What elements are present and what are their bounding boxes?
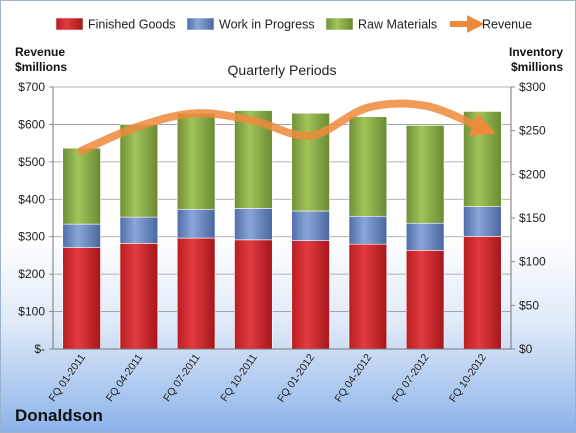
right-tick-label: $50 bbox=[519, 298, 539, 312]
right-axis-title: $millions bbox=[511, 60, 563, 74]
legend-swatch-work-in-progress bbox=[186, 17, 215, 31]
right-tick-label: $150 bbox=[519, 211, 546, 225]
left-axis-title: Revenue bbox=[15, 45, 65, 59]
bar-raw-materials bbox=[405, 125, 445, 224]
category-label: FQ 07-2012 bbox=[390, 352, 432, 405]
category-label: FQ 10-2012 bbox=[447, 352, 489, 405]
bar-finished-goods bbox=[119, 243, 159, 350]
category-label: FQ 07-2011 bbox=[161, 352, 203, 404]
right-tick-label: $250 bbox=[519, 124, 546, 138]
bar-work-in-progress bbox=[291, 210, 330, 242]
bar-finished-goods bbox=[291, 240, 330, 350]
bar-finished-goods bbox=[62, 247, 101, 350]
bar-finished-goods bbox=[348, 243, 388, 350]
legend-label: Raw Materials bbox=[358, 18, 437, 32]
category-label: FQ 10-2011 bbox=[218, 352, 260, 404]
bar-raw-materials bbox=[348, 116, 388, 217]
left-tick-label: $600 bbox=[18, 117, 45, 131]
bar-raw-materials bbox=[62, 147, 101, 225]
right-axis-title: Inventory bbox=[509, 45, 563, 59]
right-tick-label: $0 bbox=[519, 342, 533, 356]
category-label: FQ 04-2011 bbox=[104, 352, 146, 404]
left-tick-label: $500 bbox=[18, 155, 45, 169]
left-tick-label: $- bbox=[34, 342, 45, 356]
axis-labels: Quarterly PeriodsRevenue$millionsInvento… bbox=[15, 45, 563, 78]
left-tick-label: $400 bbox=[18, 192, 45, 206]
right-tick-label: $200 bbox=[519, 167, 546, 181]
bar-stacks bbox=[62, 110, 502, 350]
bar-work-in-progress bbox=[348, 215, 388, 245]
right-tick-label: $100 bbox=[519, 255, 546, 269]
right-tick-label: $300 bbox=[519, 80, 546, 94]
bar-raw-materials bbox=[119, 124, 159, 218]
left-tick-label: $700 bbox=[18, 80, 45, 94]
bar-finished-goods bbox=[234, 239, 273, 350]
bar-raw-materials bbox=[176, 112, 216, 210]
legend-swatch-raw-materials bbox=[325, 17, 354, 31]
chart-title: Quarterly Periods bbox=[228, 62, 337, 78]
legend-label: Revenue bbox=[482, 18, 532, 32]
left-tick-label: $300 bbox=[18, 230, 45, 244]
revenue-line-path bbox=[77, 99, 496, 155]
category-label: FQ 01-2012 bbox=[275, 352, 317, 405]
brand-label: Donaldson bbox=[15, 406, 103, 425]
bar-work-in-progress bbox=[405, 222, 445, 251]
bar-finished-goods bbox=[463, 236, 502, 350]
bar-work-in-progress bbox=[62, 223, 101, 248]
legend-swatch-finished-goods bbox=[55, 17, 84, 31]
legend-label: Finished Goods bbox=[88, 18, 176, 32]
bar-finished-goods bbox=[176, 237, 216, 350]
left-tick-label: $200 bbox=[18, 267, 45, 281]
category-label: FQ 04-2012 bbox=[332, 352, 374, 405]
bar-work-in-progress bbox=[463, 206, 502, 237]
category-label: FQ 01-2011 bbox=[47, 352, 89, 404]
bar-work-in-progress bbox=[119, 216, 159, 244]
bar-work-in-progress bbox=[234, 208, 273, 241]
bar-work-in-progress bbox=[176, 208, 216, 239]
bar-finished-goods bbox=[405, 250, 445, 350]
left-tick-label: $100 bbox=[18, 305, 45, 319]
legend-label: Work in Progress bbox=[219, 18, 315, 32]
legend: Finished Goods Work in Progress Raw Materi… bbox=[55, 15, 532, 33]
left-axis-title: $millions bbox=[15, 60, 67, 74]
revenue-line bbox=[77, 99, 496, 155]
